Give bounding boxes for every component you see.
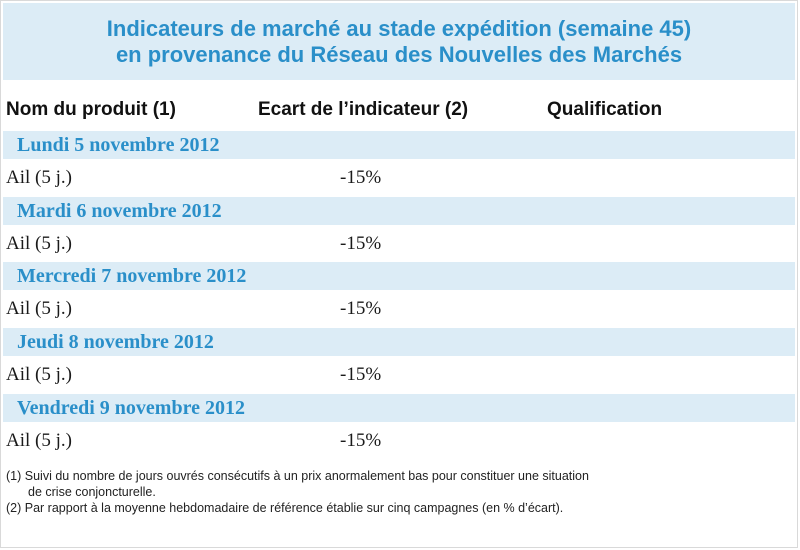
- day-label: Lundi 5 novembre 2012: [17, 134, 220, 156]
- footnote-1-line-2: de crise conjoncturelle.: [28, 485, 156, 499]
- day-band: Lundi 5 novembre 2012: [3, 131, 795, 159]
- product-cell: Ail (5 j.): [6, 298, 72, 319]
- day-label: Jeudi 8 novembre 2012: [17, 331, 214, 353]
- day-label: Vendredi 9 novembre 2012: [17, 397, 245, 419]
- indicator-cell: -15%: [340, 167, 382, 188]
- day-band: Mardi 6 novembre 2012: [3, 197, 795, 225]
- indicator-cell: -15%: [340, 364, 382, 385]
- footnote-1-line-1: (1) Suivi du nombre de jours ouvrés cons…: [6, 469, 589, 483]
- column-header-indicator: Ecart de l’indicateur (2): [258, 99, 469, 120]
- column-header-product: Nom du produit (1): [6, 99, 176, 120]
- title-box: Indicateurs de marché au stade expéditio…: [3, 3, 795, 80]
- day-band: Jeudi 8 novembre 2012: [3, 328, 795, 356]
- footnotes: (1) Suivi du nombre de jours ouvrés cons…: [6, 468, 786, 516]
- table-header: Nom du produit (1) Ecart de l’indicateur…: [0, 96, 800, 126]
- day-band: Vendredi 9 novembre 2012: [3, 394, 795, 422]
- product-cell: Ail (5 j.): [6, 167, 72, 188]
- product-cell: Ail (5 j.): [6, 364, 72, 385]
- table-row: Ail (5 j.) -15%: [0, 161, 800, 195]
- table-row: Ail (5 j.) -15%: [0, 358, 800, 392]
- column-header-qualification: Qualification: [547, 99, 663, 120]
- table-row: Ail (5 j.) -15%: [0, 424, 800, 458]
- indicator-cell: -15%: [340, 430, 382, 451]
- title-line-2: en provenance du Réseau des Nouvelles de…: [115, 41, 683, 67]
- indicator-cell: -15%: [340, 233, 382, 254]
- title-line-1: Indicateurs de marché au stade expéditio…: [106, 15, 692, 41]
- table-row: Ail (5 j.) -15%: [0, 227, 800, 261]
- product-cell: Ail (5 j.): [6, 233, 72, 254]
- product-cell: Ail (5 j.): [6, 430, 72, 451]
- footnote-2: (2) Par rapport à la moyenne hebdomadair…: [6, 501, 564, 515]
- table-row: Ail (5 j.) -15%: [0, 292, 800, 326]
- day-label: Mardi 6 novembre 2012: [17, 200, 222, 222]
- indicator-cell: -15%: [340, 298, 382, 319]
- day-band: Mercredi 7 novembre 2012: [3, 262, 795, 290]
- day-label: Mercredi 7 novembre 2012: [17, 265, 247, 287]
